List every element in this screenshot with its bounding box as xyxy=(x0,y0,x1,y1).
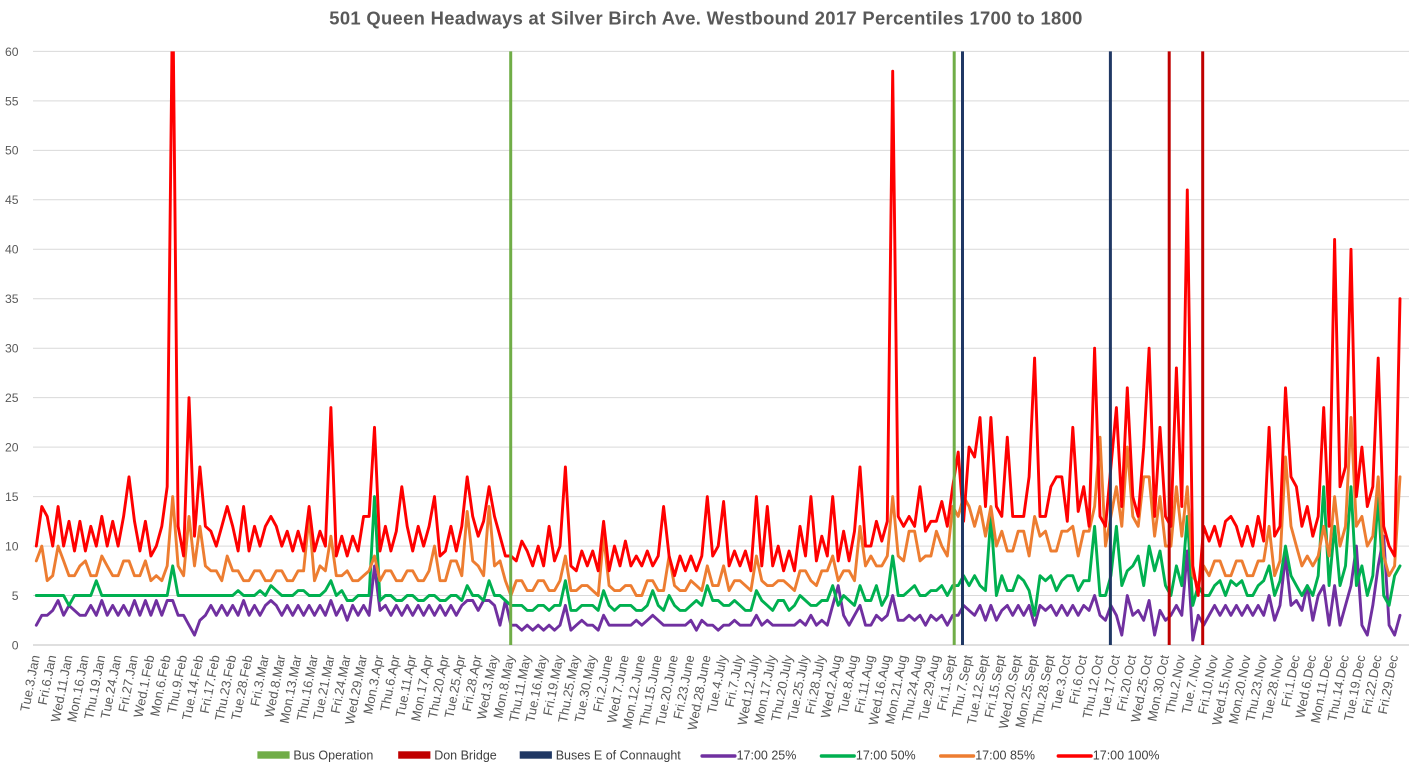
svg-text:10: 10 xyxy=(5,540,19,554)
svg-text:50: 50 xyxy=(5,144,19,158)
svg-text:17:00 100%: 17:00 100% xyxy=(1093,749,1160,763)
svg-text:Bus Operation: Bus Operation xyxy=(293,749,373,763)
svg-text:40: 40 xyxy=(5,243,19,257)
svg-text:Buses E of Connaught: Buses E of Connaught xyxy=(556,749,682,763)
svg-text:0: 0 xyxy=(12,638,19,652)
svg-text:25: 25 xyxy=(5,391,19,405)
svg-text:501 Queen Headways at Silver B: 501 Queen Headways at Silver Birch Ave. … xyxy=(329,8,1082,29)
svg-text:15: 15 xyxy=(5,490,19,504)
svg-text:5: 5 xyxy=(12,589,19,603)
svg-text:30: 30 xyxy=(5,342,19,356)
svg-text:Don Bridge: Don Bridge xyxy=(434,749,497,763)
svg-text:60: 60 xyxy=(5,45,19,59)
svg-text:17:00 25%: 17:00 25% xyxy=(737,749,797,763)
svg-text:17:00 50%: 17:00 50% xyxy=(856,749,916,763)
svg-text:45: 45 xyxy=(5,193,19,207)
svg-text:17:00 85%: 17:00 85% xyxy=(975,749,1035,763)
svg-text:20: 20 xyxy=(5,441,19,455)
svg-text:55: 55 xyxy=(5,94,19,108)
svg-text:35: 35 xyxy=(5,292,19,306)
